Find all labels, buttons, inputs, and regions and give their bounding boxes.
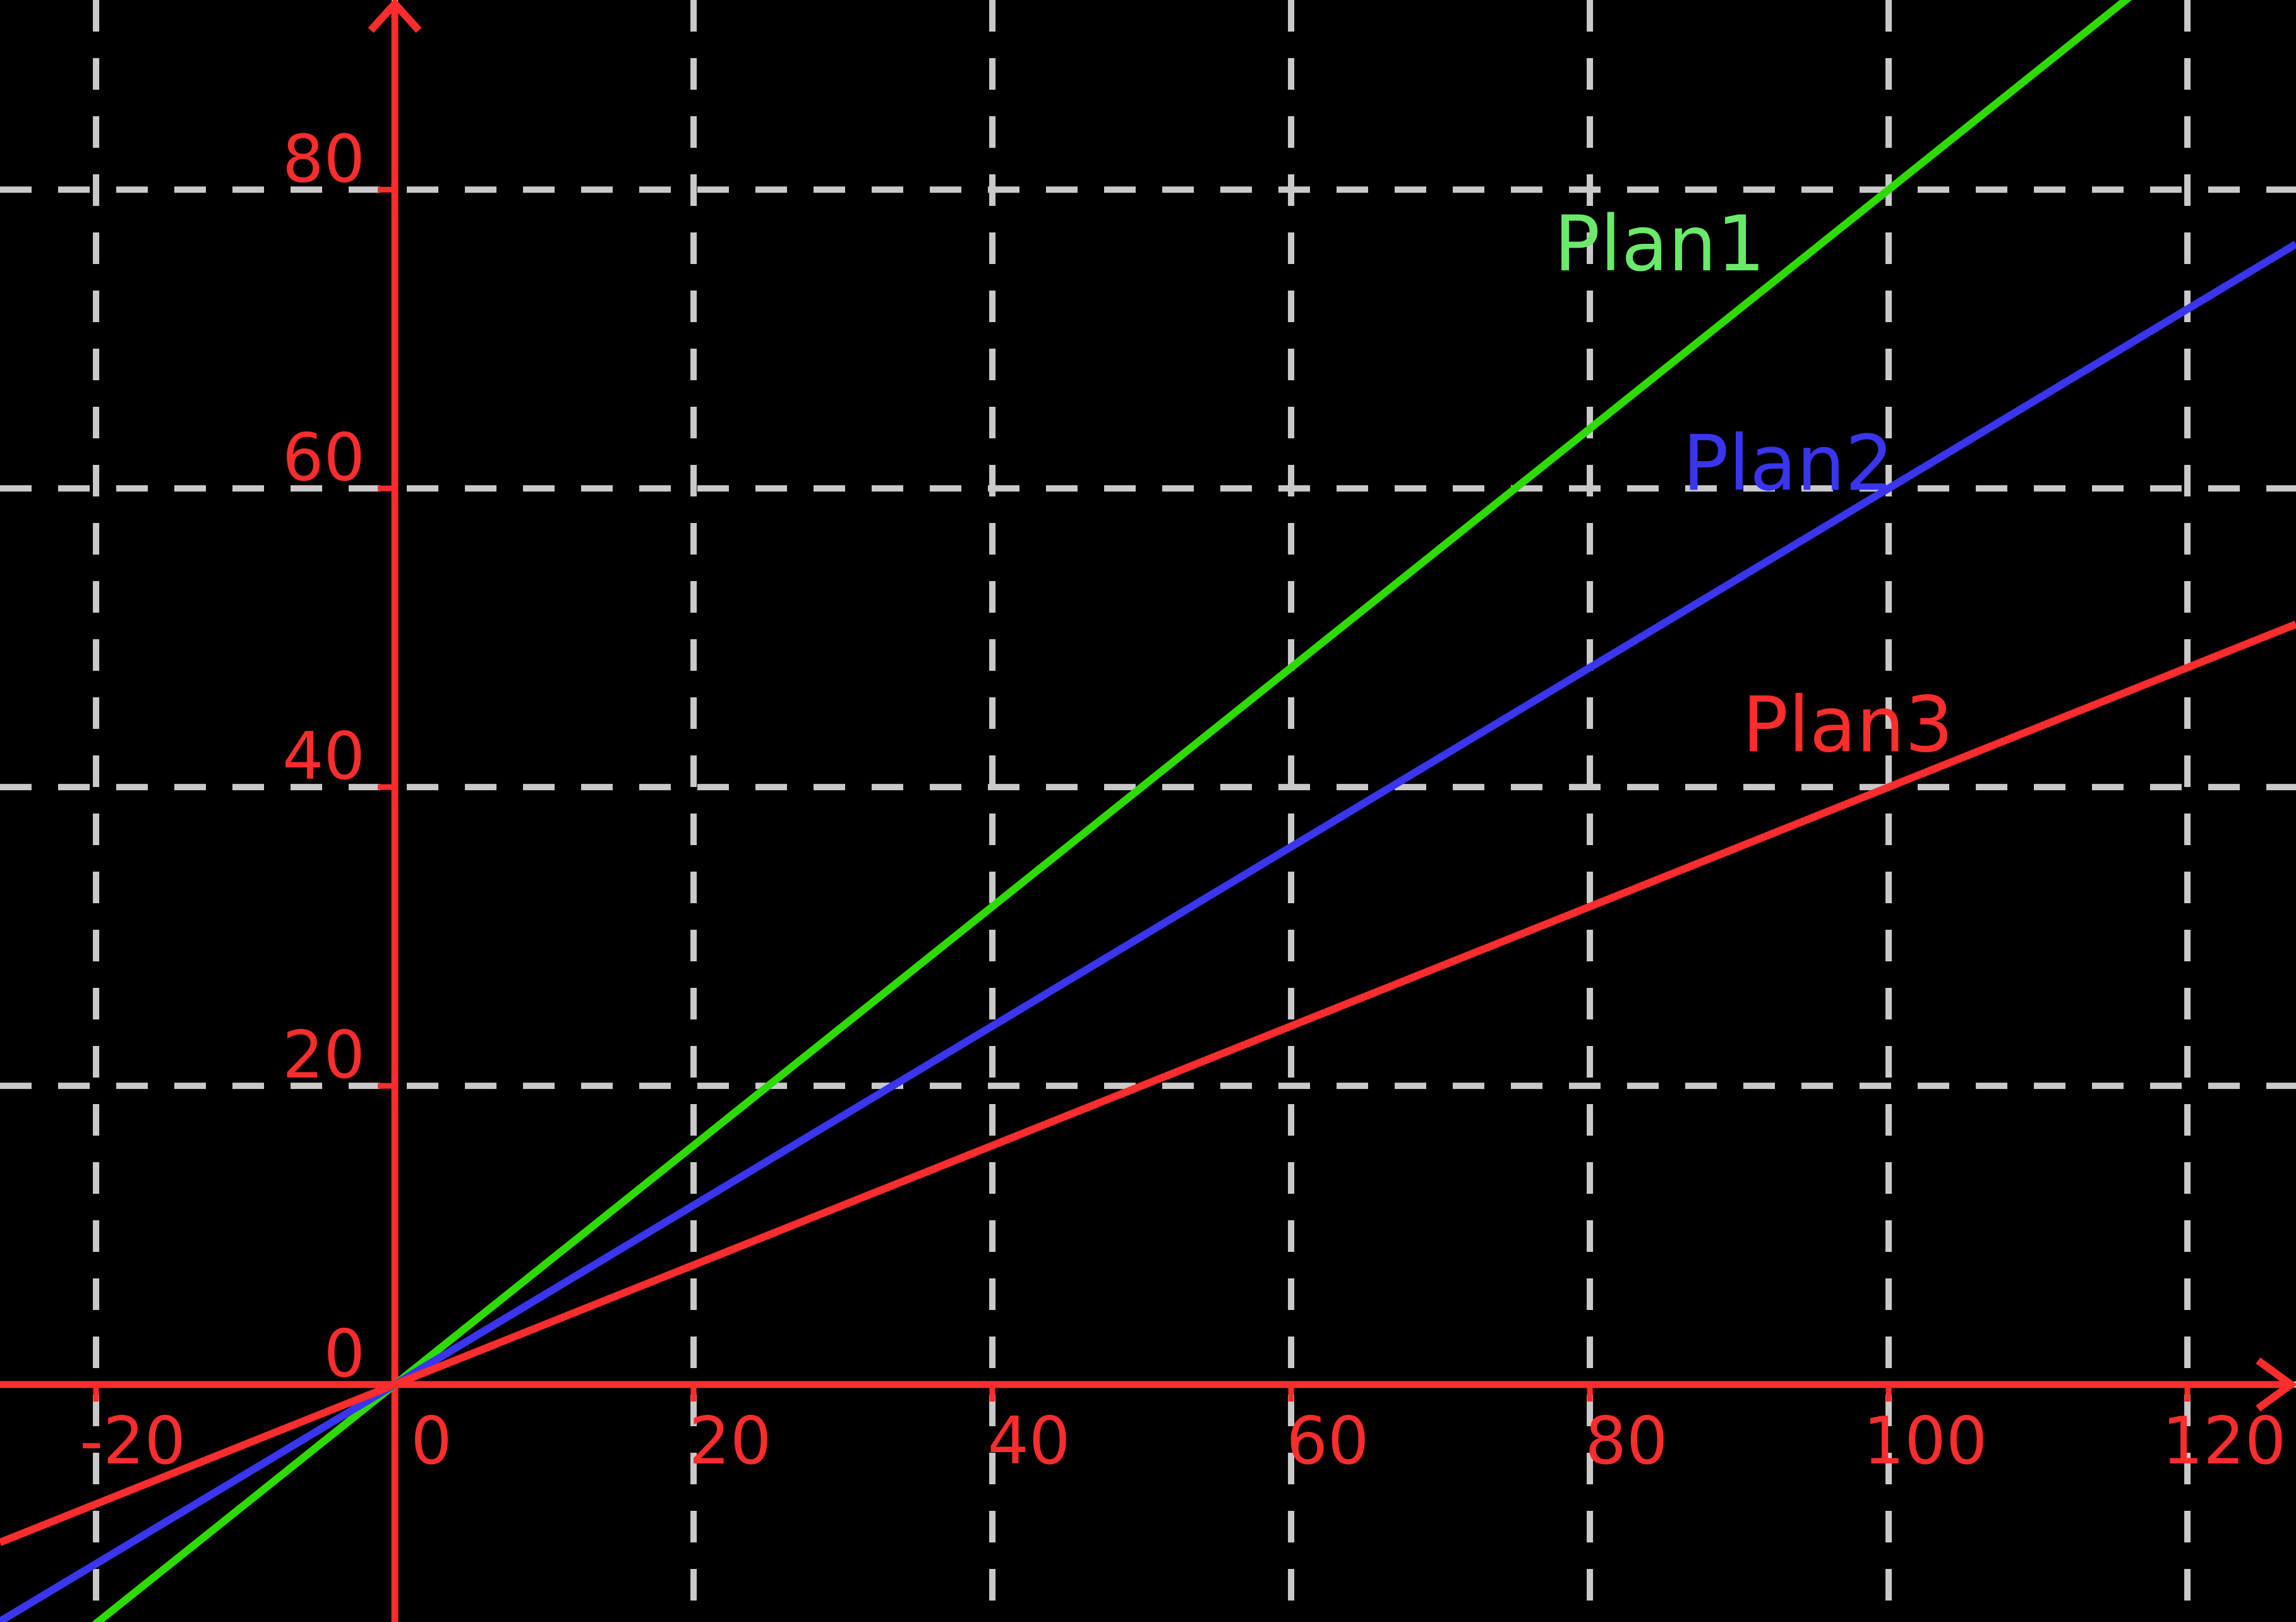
x-tick-label--20: -20 xyxy=(80,1403,186,1479)
x-tick-label-120: 120 xyxy=(2162,1403,2287,1479)
y-tick-label-20: 20 xyxy=(282,1018,365,1093)
series-line-plan3 xyxy=(0,620,2296,1546)
x-tick-label-100: 100 xyxy=(1863,1403,1988,1479)
x-tick-label-20: 20 xyxy=(689,1403,772,1479)
y-axis-arrow-icon xyxy=(368,0,422,33)
x-tick-label-60: 60 xyxy=(1287,1403,1369,1479)
y-tick-label-80: 80 xyxy=(282,121,365,197)
x-tick-label-0: 0 xyxy=(411,1403,452,1479)
series-label-plan2: Plan2 xyxy=(1683,419,1894,508)
y-tick-label-0: 0 xyxy=(324,1316,366,1392)
x-axis-arrow-icon xyxy=(2256,1357,2296,1412)
y-tick-label-60: 60 xyxy=(282,420,365,496)
series-label-plan3: Plan3 xyxy=(1742,680,1953,769)
x-tick-label-80: 80 xyxy=(1585,1403,1668,1479)
x-tick-label-40: 40 xyxy=(988,1403,1071,1479)
y-tick-label-40: 40 xyxy=(282,719,365,795)
series-label-plan1: Plan1 xyxy=(1554,200,1765,289)
